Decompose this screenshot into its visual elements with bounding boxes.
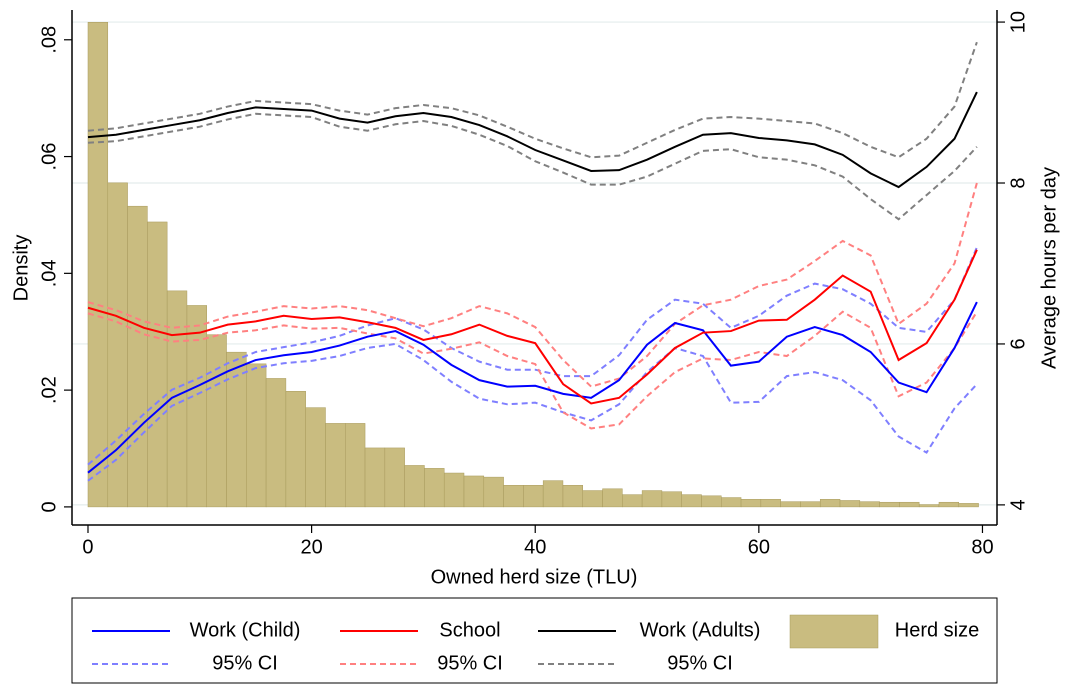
histogram-bar [384, 447, 405, 508]
y-tick-label: 0 [38, 501, 60, 512]
histogram-bar [780, 501, 801, 508]
histogram-bar [345, 423, 366, 508]
histogram-bar [562, 485, 583, 508]
ci-upper-line [87, 246, 978, 466]
histogram-bar [701, 495, 722, 508]
histogram-bar [800, 501, 821, 508]
histogram-bar [641, 490, 663, 508]
histogram-bar [463, 475, 485, 508]
y-tick-label: .04 [38, 259, 60, 287]
histogram-bar [918, 504, 940, 508]
histogram-bar [265, 378, 287, 508]
y-tick-label: .08 [38, 26, 60, 54]
legend-label: 95% CI [667, 652, 733, 674]
legend-label: 95% CI [212, 652, 278, 674]
legend-label: Work (Adults) [640, 619, 761, 641]
histogram-bar [721, 497, 742, 508]
histogram-bar [740, 499, 762, 508]
y2-tick-label: 6 [1007, 338, 1029, 349]
histogram-bar [364, 447, 386, 508]
histogram-bar [582, 490, 603, 508]
x-axis-label: Owned herd size (TLU) [431, 566, 638, 588]
ci-lower-line [87, 310, 978, 430]
histogram-bar [602, 488, 623, 508]
histogram-bar [285, 391, 306, 508]
histogram-bar [305, 407, 326, 508]
histogram-bar [681, 494, 702, 508]
histogram-bar [404, 465, 425, 508]
y2-tick-label: 10 [1007, 11, 1029, 33]
legend-label: 95% CI [437, 652, 503, 674]
histogram-bar [503, 485, 524, 508]
series-line [87, 301, 978, 474]
legend-label: Herd size [895, 619, 979, 641]
y2-tick-label: 4 [1007, 499, 1029, 510]
series-line [87, 91, 978, 189]
series-line [87, 249, 978, 405]
histogram-bar [107, 182, 128, 508]
ci-lower-line [87, 342, 978, 482]
histogram-bar [246, 363, 267, 508]
x-tick-label: 40 [524, 536, 546, 558]
legend-label: School [439, 619, 500, 641]
histogram-bar [483, 476, 504, 508]
y-tick-label: .02 [38, 376, 60, 404]
y-axis-label: Density [10, 235, 32, 302]
histogram-bar [87, 22, 109, 508]
y2-axis-label: Average hours per day [1038, 167, 1060, 369]
histogram-bar [938, 501, 960, 508]
legend-label: Work (Child) [190, 619, 301, 641]
x-tick-label: 60 [748, 536, 770, 558]
x-tick-label: 0 [82, 536, 93, 558]
histogram-bar [899, 501, 920, 508]
histogram-bar [542, 480, 564, 508]
y-tick-label: .06 [38, 143, 60, 171]
x-tick-label: 80 [971, 536, 993, 558]
histogram-bar [127, 205, 148, 508]
histogram-bar [859, 501, 880, 508]
histogram-bar [819, 499, 841, 508]
legend-swatch [789, 614, 879, 649]
ci-upper-line [87, 182, 978, 388]
histogram-bar [622, 494, 643, 508]
histogram-bar [523, 485, 544, 508]
ci-lower-line [87, 112, 978, 221]
histogram-bar [661, 491, 682, 508]
histogram-bar [879, 501, 900, 508]
histogram-bar [424, 468, 445, 508]
x-tick-label: 20 [300, 536, 322, 558]
histogram-bar [186, 305, 207, 508]
histogram-bar [206, 334, 227, 508]
histogram-bar [325, 423, 346, 508]
histogram-bar [958, 503, 979, 508]
legend-box [71, 597, 998, 684]
histogram-bar [443, 472, 465, 508]
ci-upper-line [87, 41, 978, 159]
histogram-bar [147, 221, 168, 508]
y2-tick-label: 8 [1007, 177, 1029, 188]
histogram-bar [760, 499, 781, 508]
histogram-bar [839, 500, 861, 508]
